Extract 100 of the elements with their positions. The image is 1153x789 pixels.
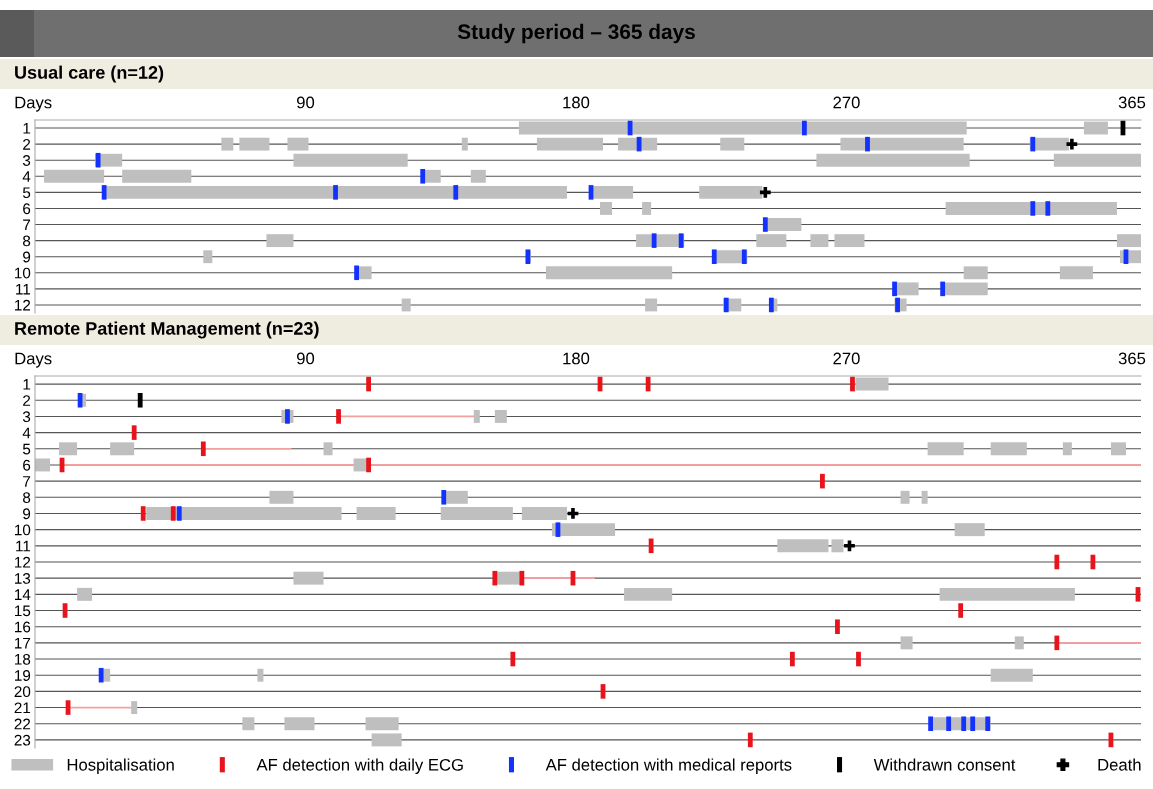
y-tick-label: 5 bbox=[22, 443, 31, 455]
y-tick-label: 9 bbox=[23, 508, 31, 520]
bar bbox=[1110, 442, 1126, 456]
y-tick-label: 1 bbox=[23, 123, 31, 134]
bar bbox=[1053, 153, 1141, 167]
y-tick-label: 2 bbox=[23, 138, 31, 150]
y-tick-label: 12 bbox=[15, 299, 31, 311]
y-tick-label: 20 bbox=[14, 686, 31, 698]
y-tick-label: 23 bbox=[14, 734, 31, 746]
y-tick-label: 3 bbox=[22, 411, 31, 423]
bar bbox=[59, 442, 78, 456]
y-tick-label: 10 bbox=[15, 267, 31, 279]
bar bbox=[323, 442, 333, 456]
bar bbox=[834, 234, 865, 248]
bar bbox=[371, 733, 402, 747]
bar bbox=[765, 218, 802, 231]
bar bbox=[536, 137, 604, 151]
bar bbox=[1014, 636, 1024, 650]
bar bbox=[1059, 266, 1093, 280]
bar bbox=[287, 137, 309, 151]
y-tick-label: 5 bbox=[22, 187, 31, 199]
bar bbox=[146, 507, 342, 520]
bar bbox=[35, 458, 51, 472]
bar bbox=[122, 169, 192, 183]
bar bbox=[266, 234, 294, 248]
x-tick-label: 270 bbox=[833, 352, 860, 365]
x-tick-label: 180 bbox=[563, 96, 590, 109]
y-tick-label: 8 bbox=[23, 492, 31, 503]
bar bbox=[990, 442, 1027, 456]
x-tick-label: 180 bbox=[563, 352, 590, 365]
bar bbox=[257, 668, 264, 682]
x-tick-label: 365 bbox=[1118, 96, 1146, 109]
bar bbox=[855, 377, 889, 391]
y-tick-label: 1 bbox=[23, 379, 31, 390]
bar bbox=[810, 234, 829, 248]
legend-label: Withdrawn consent bbox=[873, 758, 1016, 771]
y-tick-label: 9 bbox=[23, 251, 31, 263]
bar bbox=[900, 490, 910, 504]
x-axis-title: Days bbox=[15, 352, 52, 368]
bar bbox=[777, 539, 829, 553]
y-tick-label: 7 bbox=[23, 219, 31, 231]
chart-title: Remote Patient Management (n=23) bbox=[15, 321, 319, 339]
bar bbox=[921, 490, 928, 504]
bar bbox=[645, 298, 658, 312]
x-tick-label: 365 bbox=[1118, 352, 1146, 365]
legend-label: AF detection with daily ECG bbox=[256, 758, 463, 774]
bar bbox=[203, 250, 213, 264]
bar bbox=[221, 137, 234, 151]
x-tick-label: 270 bbox=[833, 96, 860, 109]
legend-label: AF detection with medical reports bbox=[545, 758, 792, 774]
chart-subtitle: Usual care (n=12) bbox=[15, 65, 164, 83]
bar bbox=[473, 409, 480, 423]
y-tick-label: 2 bbox=[23, 395, 31, 406]
y-tick-label: 14 bbox=[15, 589, 31, 600]
bar bbox=[293, 153, 408, 167]
y-tick-label: 17 bbox=[15, 637, 31, 649]
bar bbox=[461, 137, 468, 151]
y-tick-label: 11 bbox=[16, 283, 31, 295]
y-tick-label: 8 bbox=[23, 235, 31, 247]
bar bbox=[927, 442, 964, 456]
bar bbox=[840, 137, 964, 151]
bar bbox=[756, 234, 787, 248]
x-tick-label: 90 bbox=[297, 352, 315, 365]
bar bbox=[44, 169, 105, 183]
bar bbox=[293, 571, 324, 585]
y-tick-label: 22 bbox=[14, 718, 31, 730]
bar bbox=[942, 282, 988, 296]
bar bbox=[104, 185, 567, 199]
bar bbox=[990, 668, 1033, 682]
y-tick-label: 3 bbox=[22, 155, 31, 166]
y-tick-label: 10 bbox=[15, 524, 31, 536]
bar bbox=[443, 490, 468, 504]
y-tick-label: 11 bbox=[16, 540, 31, 552]
chart-title: Study period – 365 days bbox=[457, 23, 695, 44]
bar bbox=[242, 717, 255, 731]
y-tick-label: 7 bbox=[23, 476, 31, 487]
bar bbox=[720, 137, 745, 151]
bar bbox=[600, 202, 613, 215]
bar bbox=[816, 153, 970, 167]
bar bbox=[284, 717, 315, 731]
y-tick-label: 19 bbox=[15, 670, 31, 681]
bar bbox=[356, 507, 396, 520]
legend-label: Death bbox=[1098, 758, 1141, 771]
bar bbox=[545, 266, 673, 280]
bar bbox=[365, 717, 399, 731]
bar bbox=[470, 169, 486, 183]
bar bbox=[945, 202, 1117, 215]
y-tick-label: 21 bbox=[14, 702, 31, 714]
bar bbox=[591, 185, 634, 199]
y-tick-label: 4 bbox=[22, 427, 31, 439]
bar bbox=[518, 121, 967, 135]
x-axis-title: Days bbox=[15, 96, 52, 112]
x-tick-label: 90 bbox=[297, 96, 315, 109]
bar bbox=[939, 587, 1075, 601]
bar bbox=[521, 507, 567, 520]
y-tick-label: 6 bbox=[23, 203, 31, 215]
bar bbox=[269, 490, 294, 504]
bar bbox=[642, 202, 652, 215]
bar bbox=[900, 636, 913, 650]
bar bbox=[440, 507, 513, 520]
